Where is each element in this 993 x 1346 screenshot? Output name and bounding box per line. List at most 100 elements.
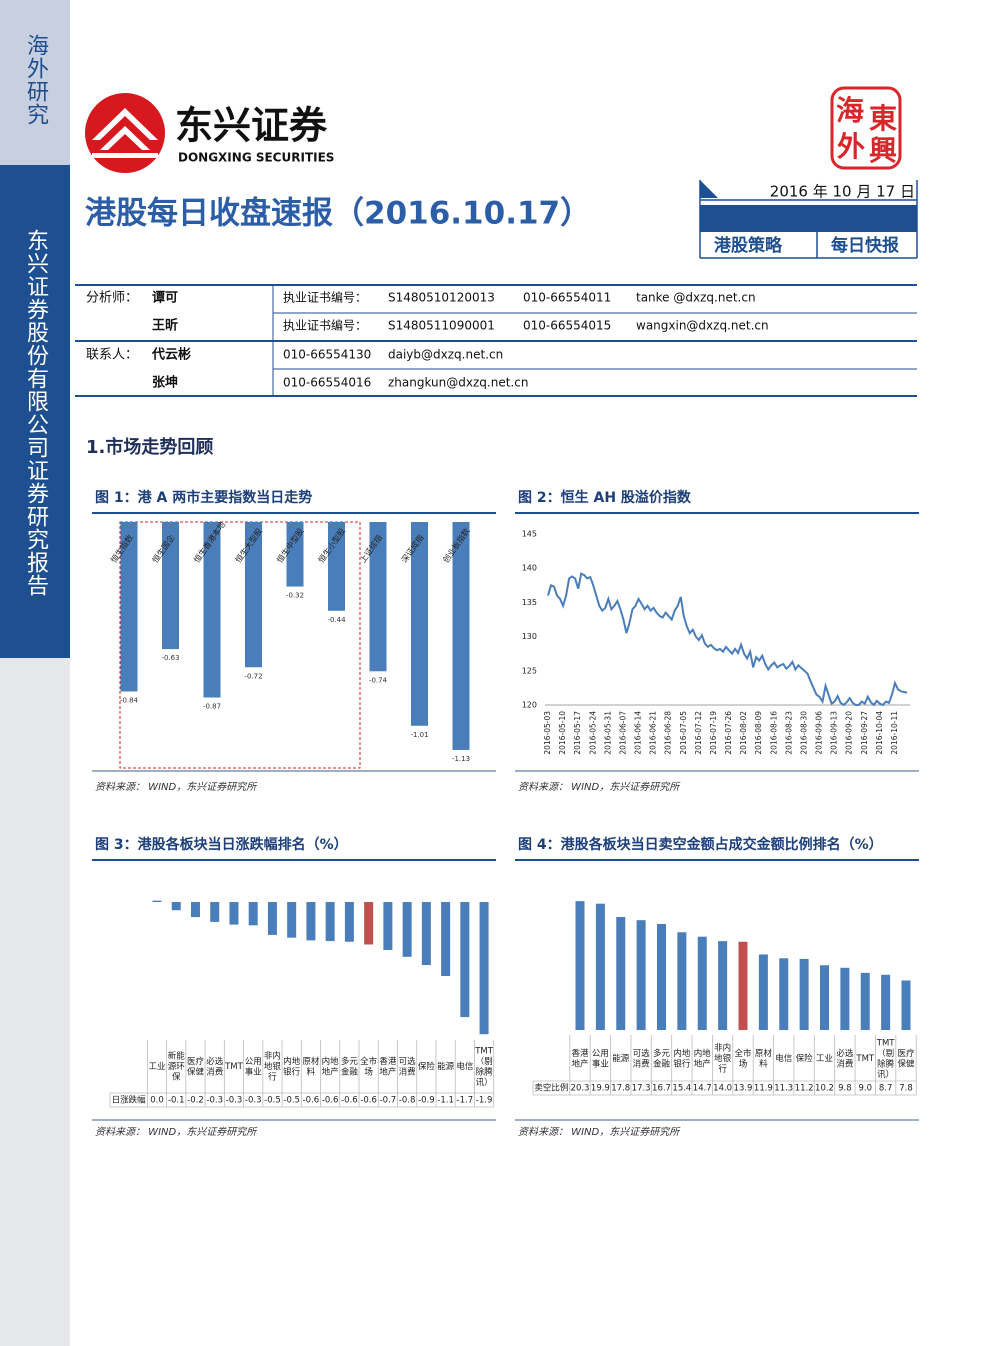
x-tick-label: 2016-07-05	[679, 711, 688, 755]
x-tick-label: 2016-05-03	[543, 711, 552, 755]
bar	[287, 902, 297, 938]
bar	[616, 917, 626, 1030]
data-label: 11.9	[754, 1084, 773, 1094]
bar	[441, 902, 451, 976]
bar	[203, 522, 221, 698]
logo-roof	[100, 126, 150, 150]
category-label: TMT	[855, 1054, 875, 1064]
category-label: TMT （剔除腾讯）	[876, 1038, 896, 1080]
x-tick-label: 2016-06-28	[664, 711, 673, 755]
sidebar-section: 海外研究	[23, 34, 48, 126]
data-label: -0.44	[327, 616, 346, 624]
category-label: TMT	[224, 1062, 244, 1072]
bar	[120, 522, 138, 692]
bar	[171, 902, 181, 911]
data-label: -1.01	[410, 731, 428, 739]
data-label: 11.2	[795, 1084, 814, 1094]
x-tick-label: 2016-05-17	[573, 711, 582, 755]
seal-border	[830, 86, 902, 170]
data-label: 17.8	[611, 1084, 630, 1094]
x-tick-label: 2016-06-07	[618, 711, 627, 755]
category-label: 非内地银行	[264, 1050, 282, 1082]
data-label: 10.2	[815, 1084, 834, 1094]
category-label: 电信	[456, 1061, 474, 1072]
data-label: 15.4	[672, 1084, 691, 1094]
source-note: 资料来源： WIND，东兴证券研究所	[95, 781, 258, 793]
bar	[657, 923, 666, 1030]
logo-subtext: DONGXING SECURITIES	[178, 151, 334, 165]
bar	[758, 954, 768, 1030]
x-tick-label: 2016-06-14	[634, 711, 643, 755]
data-label: 9.8	[838, 1084, 852, 1094]
category-label: 必选消费	[836, 1047, 854, 1069]
bar	[799, 958, 809, 1030]
category-label: 全市场	[360, 1055, 378, 1077]
x-tick-label: 2016-09-20	[845, 711, 854, 755]
row-label: 日涨跌幅	[112, 1095, 147, 1106]
category-label: 医疗保健	[897, 1047, 915, 1069]
seal-char: 海	[836, 94, 864, 127]
x-tick-label: 2016-08-02	[739, 711, 748, 755]
source-note: 资料来源： WIND，东兴证券研究所	[518, 1126, 681, 1138]
contact-detail: wangxin@dxzq.net.cn	[636, 319, 769, 333]
contact-name: 王昕	[152, 318, 178, 334]
data-label: 14.0	[713, 1084, 732, 1094]
data-label: 0.0	[150, 1096, 164, 1106]
line	[547, 572, 908, 707]
x-tick-label: 2016-09-13	[830, 711, 839, 755]
data-label: -1.7	[457, 1096, 474, 1106]
sidebar-top: 海外研究	[0, 0, 70, 165]
chart-title: 图 2：恒生 AH 股溢价指数	[518, 489, 692, 506]
data-label: -0.32	[286, 592, 304, 600]
data-label: -1.1	[437, 1096, 454, 1106]
data-label: -0.8	[399, 1096, 416, 1106]
x-tick-label: 2016-08-30	[799, 711, 808, 755]
corner-mark	[700, 180, 718, 198]
data-label: 14.7	[693, 1084, 712, 1094]
y-tick-label: 145	[522, 530, 537, 539]
category-label: 多元金融	[653, 1047, 671, 1069]
category-label: 公用事业	[245, 1056, 262, 1077]
category-label: 能源	[612, 1053, 630, 1064]
data-label: 11.3	[774, 1084, 793, 1094]
sidebar-bottom	[0, 658, 70, 1346]
tag: 每日快报	[831, 235, 899, 256]
category-label: 工业	[816, 1053, 833, 1064]
y-tick-label: 130	[522, 632, 537, 641]
contact-name: 谭可	[152, 291, 178, 306]
category-label: 全市场	[734, 1047, 752, 1069]
bar	[901, 980, 911, 1030]
category-label: 非内地银行	[714, 1042, 732, 1074]
data-label: 13.9	[734, 1084, 753, 1094]
bar	[881, 974, 891, 1030]
bar	[738, 941, 748, 1030]
data-label: -0.6	[303, 1096, 320, 1106]
data-label: 9.0	[858, 1084, 872, 1094]
contact-name: 张坤	[152, 375, 178, 391]
data-label: -1.13	[452, 755, 470, 763]
data-label: -0.3	[206, 1096, 223, 1106]
x-tick-label: 2016-08-16	[769, 711, 778, 755]
bar	[190, 902, 200, 918]
row-label: 卖空比例	[534, 1083, 568, 1094]
bar	[718, 941, 728, 1030]
section-title: 1.市场走势回顾	[86, 436, 213, 458]
data-label: -0.7	[380, 1096, 397, 1106]
bar	[460, 902, 470, 1018]
data-label: -0.9	[418, 1096, 435, 1106]
bar	[636, 920, 646, 1030]
contact-detail: 执业证书编号：	[283, 290, 367, 305]
seal-char: 外	[837, 130, 865, 163]
data-label: 8.7	[879, 1084, 893, 1094]
x-tick-label: 2016-06-21	[649, 711, 658, 755]
x-tick-label: 2016-09-06	[815, 711, 824, 755]
contact-role: 分析师：	[86, 291, 138, 306]
bar	[479, 902, 489, 1035]
bar	[162, 522, 179, 650]
contact-detail: 010-66554130	[283, 348, 371, 362]
report-date: 2016 年 10 月 17 日	[770, 183, 915, 201]
x-tick-label: 2016-10-11	[890, 711, 899, 755]
bar	[411, 522, 428, 726]
